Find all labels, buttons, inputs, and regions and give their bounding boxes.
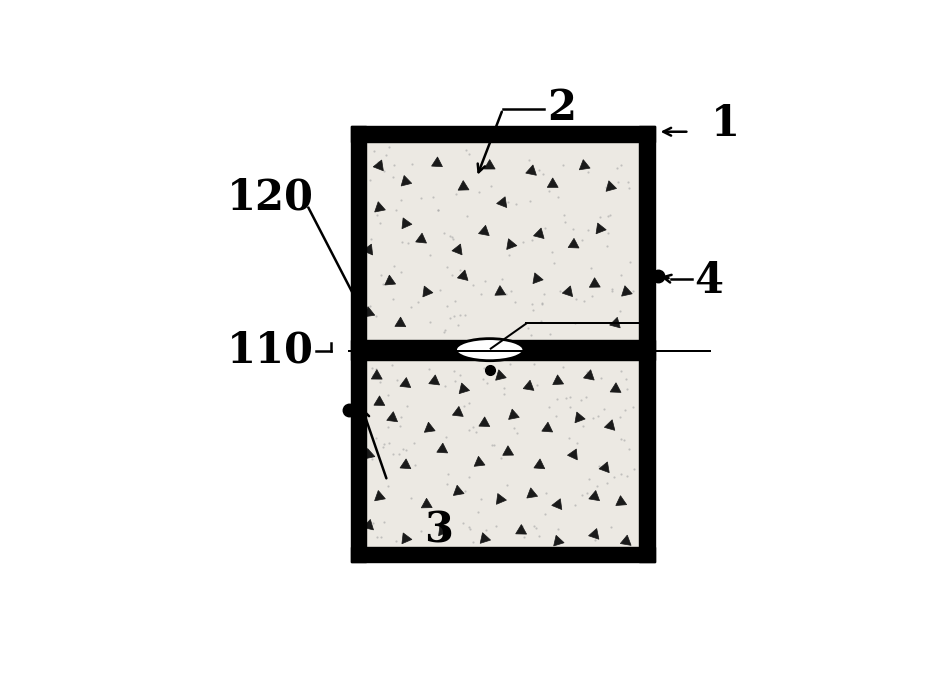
Text: 1: 1 [712, 103, 741, 145]
Polygon shape [606, 181, 616, 192]
Bar [351, 126, 655, 143]
Polygon shape [596, 223, 606, 234]
Polygon shape [604, 419, 615, 430]
Polygon shape [484, 160, 496, 169]
Polygon shape [575, 412, 585, 423]
Polygon shape [401, 175, 411, 186]
Polygon shape [371, 370, 382, 379]
Bar [351, 126, 367, 563]
Polygon shape [459, 383, 469, 394]
Polygon shape [457, 270, 468, 280]
Polygon shape [534, 459, 545, 469]
Polygon shape [365, 449, 375, 459]
Bar [367, 143, 640, 340]
Polygon shape [479, 225, 489, 235]
Polygon shape [439, 525, 449, 536]
Polygon shape [533, 273, 543, 284]
Polygon shape [503, 446, 513, 456]
Polygon shape [400, 459, 410, 469]
Text: 4: 4 [695, 261, 724, 302]
Polygon shape [374, 396, 385, 405]
Polygon shape [552, 499, 562, 509]
Polygon shape [568, 238, 579, 248]
Polygon shape [375, 202, 385, 212]
Polygon shape [588, 529, 599, 539]
Polygon shape [422, 499, 432, 508]
Polygon shape [509, 409, 519, 419]
Polygon shape [554, 535, 564, 546]
Bar [640, 126, 655, 563]
Polygon shape [611, 383, 621, 392]
Polygon shape [364, 307, 375, 317]
Polygon shape [452, 244, 462, 255]
Polygon shape [583, 370, 595, 380]
Polygon shape [589, 490, 599, 501]
Polygon shape [481, 533, 491, 544]
Polygon shape [429, 375, 439, 385]
Polygon shape [580, 160, 590, 170]
Polygon shape [474, 456, 485, 466]
Polygon shape [375, 490, 385, 501]
Polygon shape [589, 278, 600, 287]
Text: 2: 2 [548, 87, 577, 129]
Polygon shape [387, 412, 397, 421]
Polygon shape [622, 286, 632, 296]
Polygon shape [363, 520, 373, 530]
Polygon shape [479, 417, 490, 426]
Polygon shape [534, 228, 544, 239]
Bar [351, 546, 655, 563]
Polygon shape [610, 317, 620, 328]
Polygon shape [516, 524, 526, 534]
Polygon shape [424, 422, 435, 432]
Polygon shape [395, 317, 406, 327]
Polygon shape [373, 160, 383, 170]
Polygon shape [547, 178, 558, 188]
Polygon shape [402, 533, 412, 544]
Polygon shape [496, 494, 507, 505]
Polygon shape [496, 370, 506, 381]
Text: 120: 120 [227, 177, 314, 218]
Polygon shape [524, 380, 534, 390]
Polygon shape [553, 375, 564, 385]
Polygon shape [402, 218, 412, 228]
Polygon shape [507, 239, 517, 250]
Polygon shape [541, 422, 553, 432]
Text: 3: 3 [424, 510, 453, 552]
Polygon shape [525, 165, 537, 175]
Polygon shape [453, 406, 463, 417]
Polygon shape [495, 286, 506, 295]
Polygon shape [458, 181, 469, 190]
Polygon shape [496, 196, 507, 207]
Bar [351, 340, 655, 359]
Polygon shape [363, 244, 373, 255]
Polygon shape [526, 488, 538, 498]
Polygon shape [437, 443, 448, 453]
Polygon shape [453, 485, 464, 496]
Polygon shape [423, 286, 433, 297]
Polygon shape [568, 449, 577, 460]
Ellipse shape [455, 339, 524, 361]
Polygon shape [416, 233, 426, 243]
Polygon shape [620, 535, 631, 546]
Polygon shape [400, 378, 410, 387]
Text: 110: 110 [227, 329, 314, 372]
Polygon shape [562, 286, 572, 297]
Polygon shape [616, 496, 626, 505]
Polygon shape [385, 275, 396, 285]
Polygon shape [599, 462, 610, 473]
Bar [367, 359, 640, 546]
Polygon shape [432, 157, 442, 166]
